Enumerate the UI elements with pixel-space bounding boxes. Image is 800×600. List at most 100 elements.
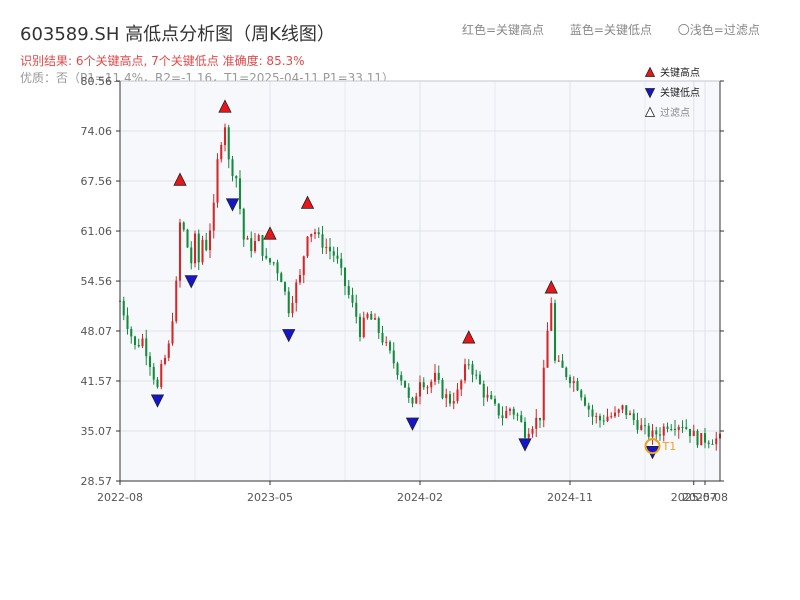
candle-body (636, 420, 639, 430)
candle-body (553, 303, 557, 361)
candle-body (486, 395, 489, 398)
legend-blue-text: 蓝色=关键低点 (569, 23, 652, 37)
candle-body (475, 374, 478, 376)
color-legend: 红色=关键高点 蓝色=关键低点 〇浅色=过滤点 (462, 21, 782, 38)
candle-body (407, 387, 410, 398)
candle-body (298, 274, 302, 283)
candle-body (651, 430, 654, 437)
candle-body (681, 426, 684, 428)
candle-body (501, 415, 504, 419)
candle-body (647, 425, 650, 437)
candle-body (306, 236, 309, 257)
candle-body (467, 364, 470, 366)
candle-body (340, 258, 343, 268)
candle-body (310, 233, 313, 237)
y-tick-label: 74.06 (81, 125, 113, 138)
candle-body (516, 414, 519, 416)
candle-body (580, 390, 583, 398)
candle-body (572, 381, 575, 384)
x-tick-label: 2025-07 (671, 491, 717, 504)
candle-body (400, 375, 403, 381)
candle-body (546, 330, 549, 368)
key-high-marker (462, 330, 476, 344)
candle-body (658, 434, 662, 436)
candle-body (328, 246, 332, 252)
y-tick-label: 54.56 (81, 275, 113, 288)
key-low-marker (282, 329, 296, 343)
candle-body (302, 256, 305, 275)
candle-body (321, 234, 324, 248)
candle-body (670, 428, 673, 430)
candle-body (696, 430, 699, 446)
candle-body (568, 376, 572, 384)
x-tick-label: 2022-08 (97, 491, 143, 504)
candle-body (426, 387, 429, 389)
candle-body (122, 300, 125, 316)
legend-low-icon (644, 88, 656, 99)
candle-body (208, 230, 212, 251)
candle-body (550, 303, 553, 331)
legend-red-text: 红色=关键高点 (462, 23, 545, 37)
candle-body (385, 341, 388, 343)
candle-body (231, 159, 234, 177)
legend-entry-label: 关键低点 (660, 86, 700, 99)
candle-body (523, 421, 527, 438)
candle-body (576, 381, 579, 391)
legend-high-icon (644, 66, 656, 77)
candle-body (268, 258, 272, 263)
candle-body (711, 443, 714, 445)
candle-body (238, 178, 242, 209)
candle-body (415, 396, 418, 404)
y-tick-label: 80.56 (81, 75, 113, 88)
candle-body (130, 329, 133, 337)
candle-body (137, 344, 140, 347)
candle-body (205, 239, 208, 251)
key-low-marker (405, 417, 420, 431)
candle-body (358, 316, 362, 338)
candle-body (163, 357, 167, 365)
x-tick-label: 2025-08 (682, 491, 728, 504)
y-tick-label: 67.56 (81, 175, 113, 188)
candle-body (156, 379, 159, 388)
candle-body (583, 397, 587, 406)
candle-body (700, 433, 703, 446)
candle-body (133, 336, 137, 345)
candle-body (186, 229, 189, 248)
candle-body (403, 380, 407, 388)
candle-body (366, 313, 369, 318)
candle-body (388, 341, 392, 351)
candle-body (220, 145, 223, 160)
candle-body (482, 384, 485, 398)
candle-body (598, 415, 602, 421)
y-tick-label: 35.07 (81, 425, 113, 438)
candle-body (347, 286, 350, 295)
y-tick-label: 48.07 (81, 325, 113, 338)
candle-body (565, 367, 568, 377)
y-tick-label: 41.57 (81, 375, 113, 388)
candle-body (167, 343, 170, 358)
candle-body (325, 246, 328, 248)
x-tick-label: 2023-05 (247, 491, 293, 504)
candle-body (141, 338, 144, 347)
candle-body (313, 232, 317, 234)
candle-body (190, 247, 193, 264)
candle-body (531, 428, 534, 434)
candle-body (126, 315, 129, 330)
y-tick-label: 61.06 (81, 225, 113, 238)
candle-body (640, 425, 643, 430)
legend-entry-label: 关键高点 (660, 66, 700, 79)
candle-body (175, 280, 178, 322)
t1-circle (644, 438, 661, 455)
candle-body (587, 405, 590, 410)
candle-body (396, 363, 399, 376)
candle-body (171, 321, 174, 344)
candle-body (557, 360, 560, 362)
candle-body (617, 409, 620, 413)
key-low-marker (225, 198, 240, 212)
candle-body (606, 416, 609, 422)
candle-body (591, 409, 594, 417)
candle-body (201, 239, 204, 263)
candle-body (343, 267, 347, 287)
candle-body (332, 251, 335, 256)
candle-body (182, 222, 185, 230)
